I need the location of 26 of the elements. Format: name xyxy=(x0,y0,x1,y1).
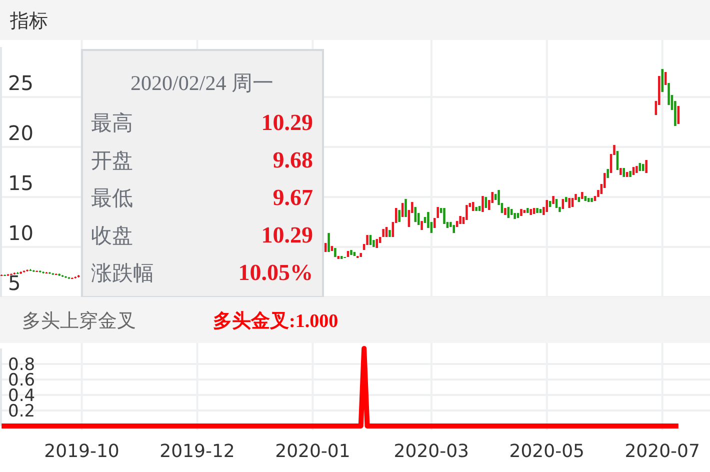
chart-title: 多头上穿金叉 xyxy=(22,310,136,332)
x-tick-label: 2019-12 xyxy=(160,441,235,462)
x-tick-label: 2019-10 xyxy=(44,441,120,462)
annotation: 10.29 xyxy=(261,222,313,248)
x-tick-label: 2020-05 xyxy=(509,441,584,462)
x-tick-label: 2020-01 xyxy=(275,441,350,462)
annotation: 9.67 xyxy=(272,185,313,210)
annotation: 最高 xyxy=(91,111,133,135)
x-tick-label: 2020-03 xyxy=(394,441,470,462)
y-tick-label: 25 xyxy=(8,71,34,95)
y-tick-label: 10 xyxy=(8,221,34,245)
annotation: 涨跌幅 xyxy=(91,261,154,285)
annotation: 9.68 xyxy=(272,148,313,172)
y-tick-label: 15 xyxy=(8,171,34,195)
chart-title: 指标 xyxy=(9,10,48,32)
annotation: 10.29 xyxy=(261,110,313,135)
annotation: 最低 xyxy=(91,186,133,210)
text: 多头金叉:1.000 xyxy=(213,310,338,332)
y-tick-label: 20 xyxy=(8,121,34,145)
y-tick-label: 0.2 xyxy=(8,402,36,422)
y-tick-label: 5 xyxy=(8,271,21,295)
annotation: 2020/02/24 周一 xyxy=(130,71,274,95)
x-tick-label: 2020-07 xyxy=(624,441,700,462)
annotation: 收盘 xyxy=(91,224,133,248)
annotation: 10.05% xyxy=(238,260,313,285)
annotation: 开盘 xyxy=(91,148,133,172)
